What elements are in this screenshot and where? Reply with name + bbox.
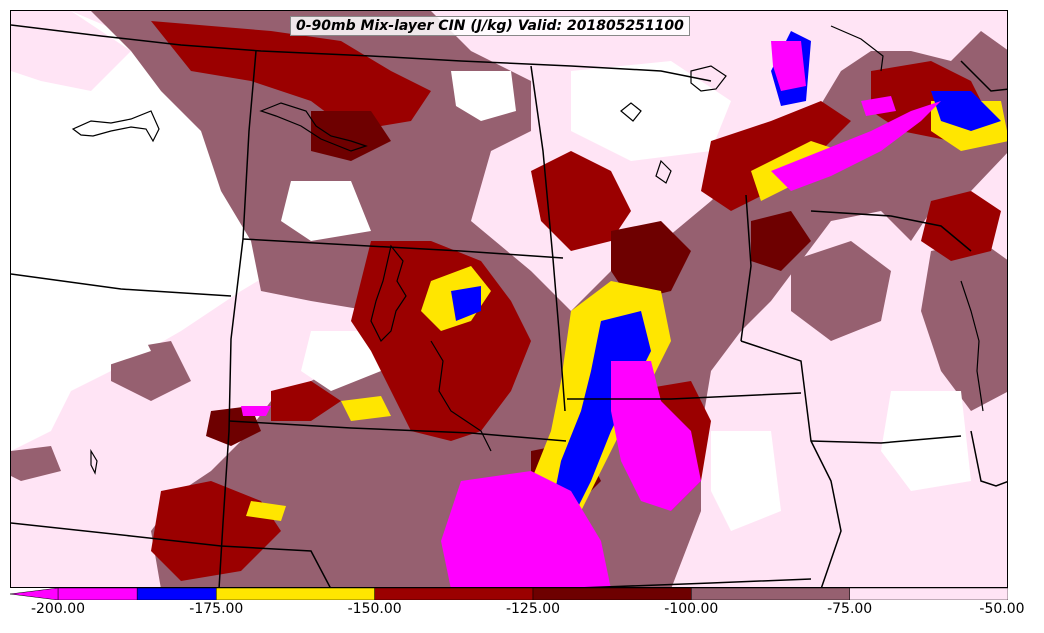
cin-field-layer — [11, 11, 1007, 587]
colorbar-bin-1 — [136, 588, 217, 600]
colorbar-bin-4 — [532, 588, 692, 600]
colorbar-bin-2 — [216, 588, 375, 600]
colorbar-tick-label: -100.00 — [664, 601, 719, 617]
colorbar-bin-6 — [849, 588, 1008, 600]
state-boundaries — [11, 24, 1007, 587]
chart-title: 0-90mb Mix-layer CIN (J/kg) Valid: 20180… — [290, 16, 690, 36]
colorbar-bin-5 — [691, 588, 850, 600]
cin-map — [10, 10, 1008, 588]
colorbar-bin-0 — [57, 588, 138, 600]
colorbar-tick-label: -75.00 — [827, 601, 873, 617]
colorbar-extend-min — [10, 588, 59, 600]
colorbar-tick-label: -50.00 — [979, 601, 1025, 617]
cin-low-areas — [11, 61, 971, 531]
colorbar-tick-label: -125.00 — [505, 601, 561, 617]
colorbar-tick-label: -175.00 — [189, 601, 244, 617]
coastlines-and-rivers — [71, 25, 984, 475]
colorbar-bin-3 — [374, 588, 534, 600]
colorbar-tick-label: -150.00 — [347, 601, 402, 617]
colorbar-tick-label: -200.00 — [30, 601, 86, 617]
colorbar — [10, 588, 1008, 600]
